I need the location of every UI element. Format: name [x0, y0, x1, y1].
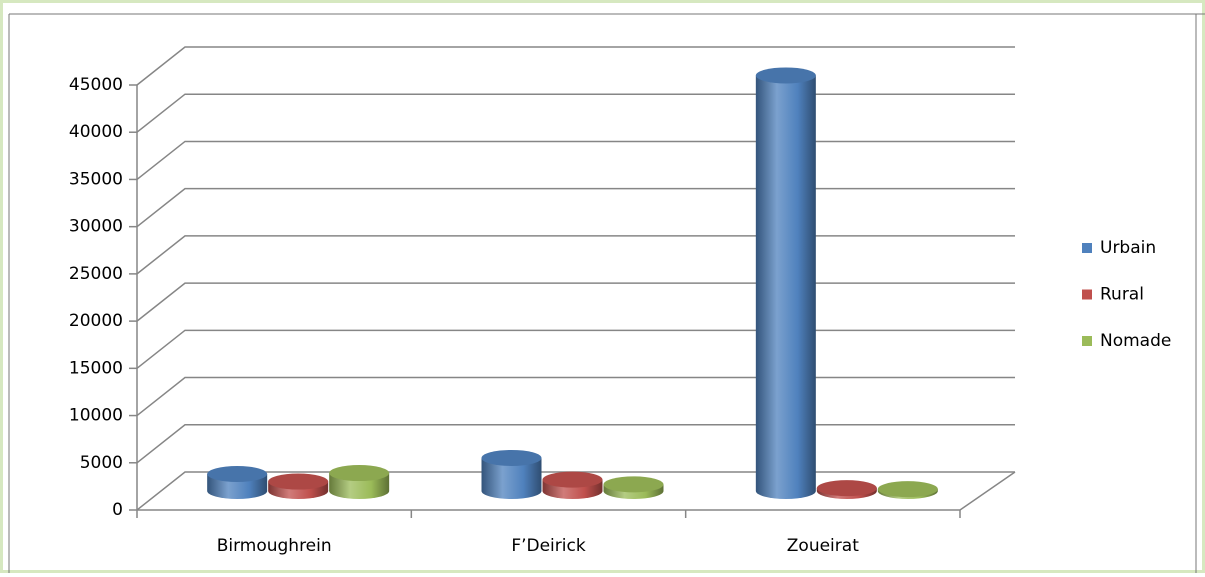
legend-label: Urbain: [1100, 238, 1156, 258]
legend-swatch: [1082, 243, 1092, 253]
y-tick-label: 35000: [69, 169, 123, 189]
y-tick-label: 25000: [69, 264, 123, 284]
y-tick-label: 0: [112, 500, 123, 520]
y-tick-label: 5000: [80, 453, 123, 473]
cylinder: [755, 75, 816, 499]
cylinder-top: [329, 465, 390, 482]
cylinder: [481, 457, 542, 499]
grid-line: [136, 140, 1015, 181]
y-tick-label: 30000: [69, 217, 123, 237]
grid-line: [136, 424, 1015, 464]
grid-line: [136, 46, 1015, 86]
cylinder-top: [755, 67, 816, 84]
y-tick-label: 10000: [69, 406, 123, 426]
cylinder-top: [207, 466, 268, 482]
cylinder-top: [268, 473, 329, 490]
legend-label: Nomade: [1100, 331, 1171, 351]
grid-line: [136, 282, 1015, 322]
grid-line: [136, 471, 1015, 511]
legend-swatch: [1082, 336, 1092, 346]
grid-line: [136, 376, 1015, 417]
y-tick-label: 45000: [69, 75, 123, 95]
grid-line: [136, 329, 1015, 369]
grid-line: [136, 93, 1015, 133]
y-tick-label: 15000: [69, 358, 123, 378]
cylinder-top: [603, 476, 664, 493]
cylinder-top: [816, 480, 877, 497]
x-tick-label: F’Deirick: [511, 536, 586, 556]
cylinder-top: [481, 449, 542, 466]
y-tick-label: 20000: [69, 311, 123, 331]
y-tick-label: 40000: [69, 122, 123, 142]
cylinder-top: [542, 471, 603, 488]
legend-label: Rural: [1100, 285, 1144, 305]
grid-line: [136, 235, 1015, 275]
x-tick-label: Zoueirat: [787, 536, 859, 556]
cylinder-top: [877, 481, 938, 498]
x-tick-label: Birmoughrein: [217, 536, 332, 556]
grid-line: [136, 187, 1015, 228]
legend-swatch: [1082, 289, 1092, 300]
